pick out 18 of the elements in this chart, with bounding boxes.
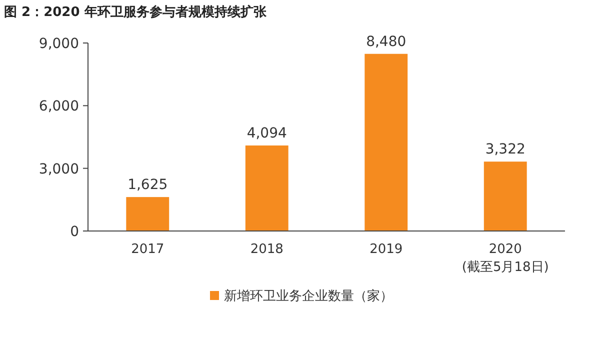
y-tick-label: 0 (70, 224, 79, 240)
data-label: 4,094 (246, 125, 287, 142)
data-label: 1,625 (128, 177, 168, 194)
data-label: 3,322 (485, 142, 526, 158)
bar (364, 54, 408, 231)
bar (126, 197, 170, 231)
bar (484, 162, 527, 231)
y-tick-label: 9,000 (38, 36, 79, 52)
bar (245, 145, 288, 231)
x-tick-label: 2020 (截至5月18日) (462, 242, 549, 275)
chart-title: 图 2：2020 年环卫服务参与者规模持续扩张 (4, 4, 268, 20)
y-tick-label: 6,000 (38, 98, 79, 115)
y-tick-label: 3,000 (38, 161, 79, 178)
data-label: 8,480 (366, 34, 406, 50)
x-tick-label: 2019 (370, 242, 403, 257)
legend-label: 新增环卫业务企业数量（家） (224, 288, 393, 304)
x-tick-label: 2017 (131, 242, 164, 257)
x-tick-label: 2018 (250, 242, 284, 257)
